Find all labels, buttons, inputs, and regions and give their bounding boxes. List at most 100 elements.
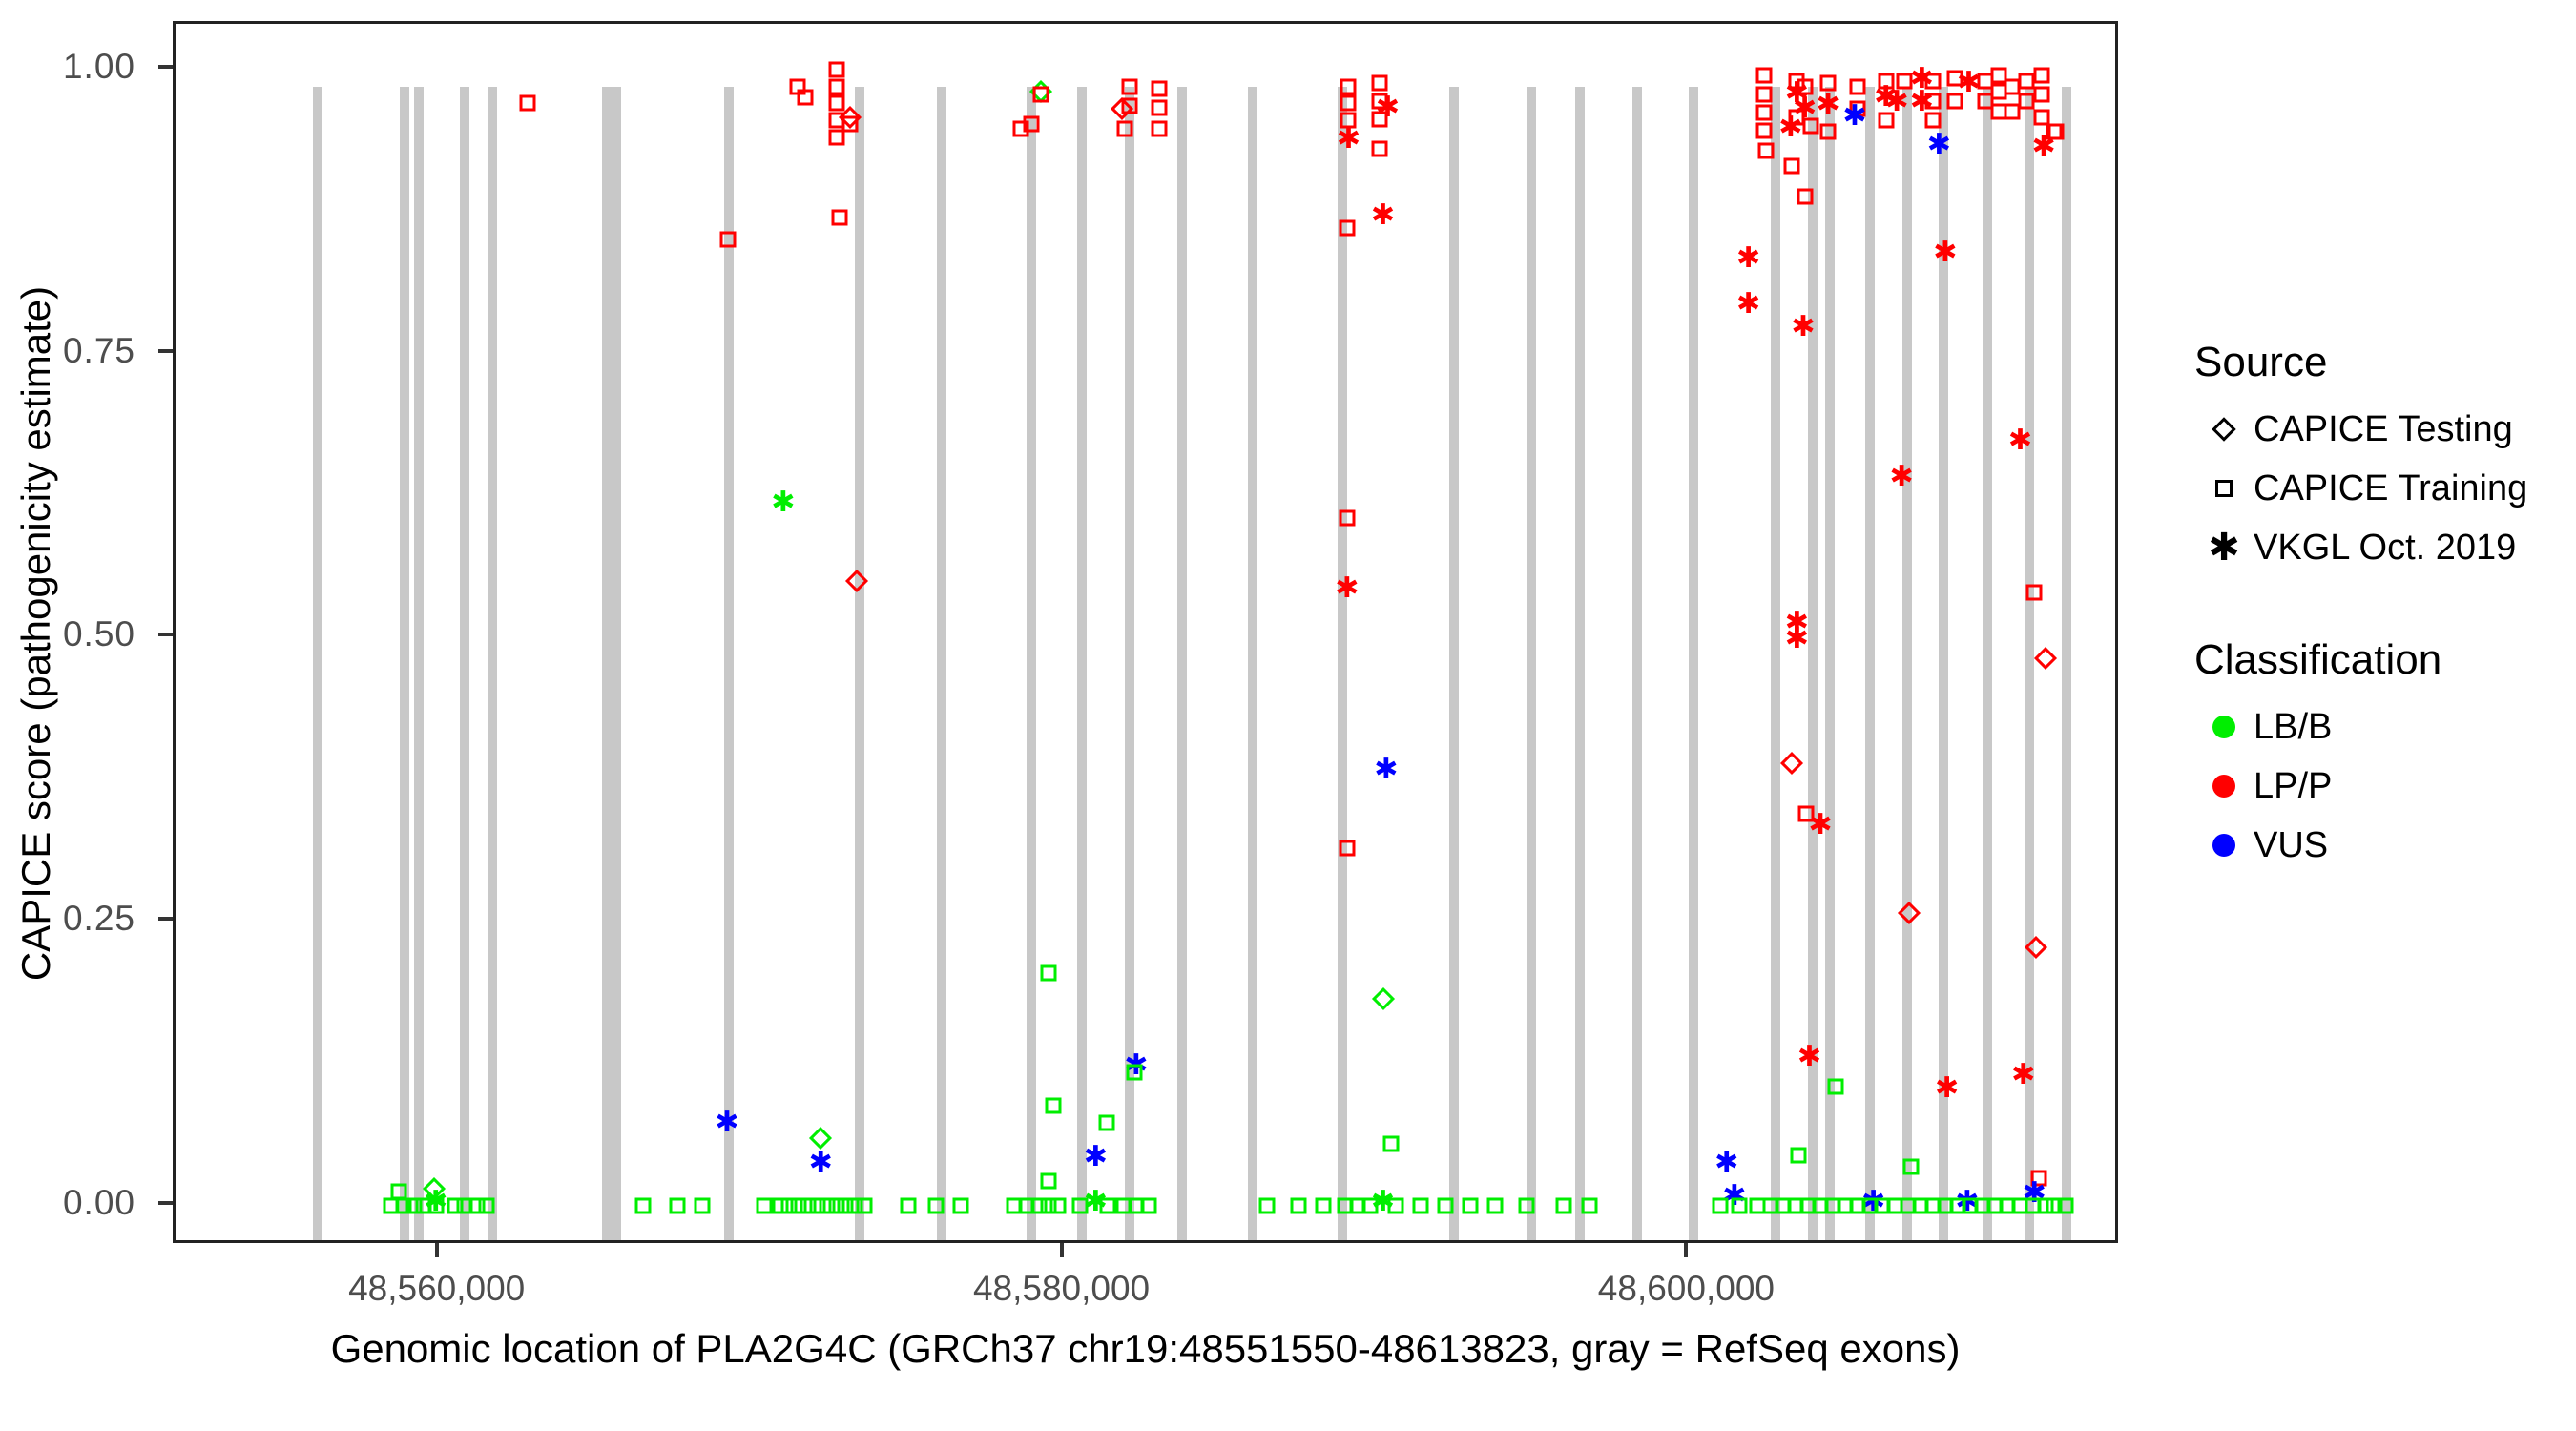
y-tick-mark xyxy=(158,348,173,353)
data-point xyxy=(2037,1197,2054,1214)
data-point: ✱ xyxy=(1808,807,1833,841)
data-point xyxy=(1755,104,1773,121)
exon-bar xyxy=(1983,87,1993,1240)
data-point xyxy=(828,94,844,112)
data-point xyxy=(900,1197,917,1214)
data-point xyxy=(2004,103,2021,120)
data-point xyxy=(841,115,859,133)
data-point: ✱ xyxy=(1335,570,1360,605)
data-point xyxy=(1780,751,1804,775)
data-point xyxy=(1098,1114,1115,1131)
data-point xyxy=(1990,67,2007,84)
data-point xyxy=(468,1197,486,1214)
legend-title-classification: Classification xyxy=(2194,636,2442,683)
data-point: ✱ xyxy=(1909,84,1934,118)
data-point xyxy=(2018,73,2035,90)
data-point xyxy=(1258,1197,1276,1214)
legend-item[interactable]: ✱ VKGL Oct. 2019 xyxy=(2194,518,2576,577)
data-point xyxy=(390,1183,407,1200)
exon-bar xyxy=(1027,87,1037,1240)
legend-title-source: Source xyxy=(2194,339,2328,385)
data-point xyxy=(1099,1197,1116,1214)
data-point: ✱ xyxy=(1370,197,1396,232)
data-point: ✱ xyxy=(2031,130,2056,164)
data-point xyxy=(831,209,848,226)
data-point xyxy=(1731,1197,1748,1214)
exon-bar xyxy=(1901,87,1912,1240)
data-point: ✱ xyxy=(1736,286,1761,321)
data-point xyxy=(2025,584,2043,601)
diamond-icon xyxy=(2212,417,2236,442)
data-point xyxy=(837,1197,854,1214)
data-point xyxy=(1315,1197,1332,1214)
y-tick-mark xyxy=(158,633,173,637)
data-point xyxy=(1712,1197,1729,1214)
data-point xyxy=(1924,93,1942,110)
data-point xyxy=(1518,1197,1535,1214)
data-point xyxy=(1387,1197,1404,1214)
data-point: ✱ xyxy=(1816,88,1840,122)
legend-key xyxy=(2194,816,2254,875)
data-point: ✱ xyxy=(808,1145,833,1179)
legend-key: ✱ xyxy=(2194,518,2254,577)
data-point xyxy=(1290,1197,1307,1214)
data-point: ✱ xyxy=(2011,1057,2036,1091)
data-point: ✱ xyxy=(2007,423,2033,457)
data-point xyxy=(1827,1078,1844,1095)
legend-label: LP/P xyxy=(2254,765,2333,806)
exon-bar xyxy=(612,87,621,1240)
y-tick-label: 0.25 xyxy=(62,899,135,939)
x-tick-label: 48,580,000 xyxy=(972,1269,1151,1308)
data-point xyxy=(1755,67,1773,84)
data-point xyxy=(1802,117,1819,135)
data-point xyxy=(1151,99,1168,116)
exon-bar xyxy=(1824,87,1835,1240)
data-point: ✱ xyxy=(1736,241,1761,276)
data-point xyxy=(1924,73,1942,90)
data-point: ✱ xyxy=(1842,99,1867,134)
data-point: ✱ xyxy=(1884,84,1909,118)
data-point xyxy=(1121,78,1138,95)
x-axis-title: Genomic location of PLA2G4C (GRCh37 chr1… xyxy=(330,1326,1961,1371)
data-point xyxy=(819,1197,836,1214)
data-point: ✱ xyxy=(1784,622,1809,656)
exon-bar xyxy=(1865,87,1876,1240)
data-point xyxy=(828,1197,844,1214)
data-point xyxy=(1040,1172,1057,1190)
data-point xyxy=(772,1197,789,1214)
legend-item[interactable]: LP/P xyxy=(2194,757,2576,816)
x-tick-mark xyxy=(1684,1243,1689,1257)
data-point xyxy=(1032,86,1049,103)
legend-item[interactable]: LB/B xyxy=(2194,697,2576,757)
data-point xyxy=(1371,140,1388,157)
data-point xyxy=(1924,112,1942,129)
data-point: ✱ xyxy=(1792,91,1818,125)
data-point xyxy=(519,94,536,112)
legend-item[interactable]: CAPICE Training xyxy=(2194,459,2576,518)
legend-item[interactable]: CAPICE Testing xyxy=(2194,400,2576,459)
exon-bar xyxy=(1176,87,1187,1240)
data-point: ✱ xyxy=(1874,80,1899,114)
square-icon xyxy=(2215,480,2233,497)
data-point xyxy=(1121,97,1138,114)
data-point xyxy=(1486,1197,1504,1214)
data-point xyxy=(1340,112,1357,129)
exon-bar xyxy=(1124,87,1134,1240)
data-point xyxy=(634,1197,651,1214)
data-point xyxy=(1151,120,1168,137)
data-point xyxy=(1819,123,1837,140)
data-point xyxy=(1849,78,1866,95)
data-point xyxy=(1581,1197,1598,1214)
data-point xyxy=(756,1197,773,1214)
exon-bar xyxy=(1807,87,1818,1240)
exon-bar xyxy=(400,87,409,1240)
legend-item[interactable]: VUS xyxy=(2194,816,2576,875)
data-point xyxy=(427,1197,445,1214)
data-point xyxy=(809,1197,826,1214)
data-point xyxy=(1339,509,1356,527)
data-point xyxy=(1896,73,1913,90)
y-tick-label: 0.00 xyxy=(62,1183,135,1223)
data-point xyxy=(1902,1158,1920,1175)
x-tick-label: 48,600,000 xyxy=(1597,1269,1775,1308)
data-point xyxy=(1977,93,1994,110)
